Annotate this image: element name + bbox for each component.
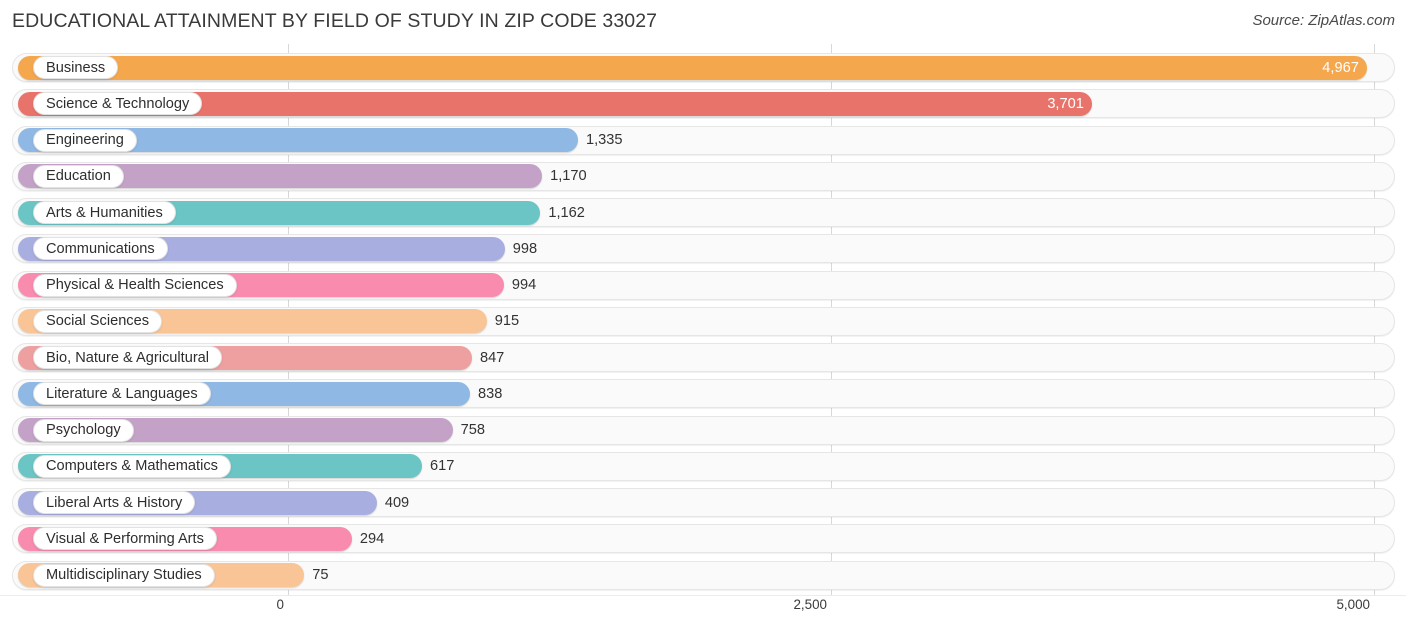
bar-value-label: 4,967 bbox=[1322, 59, 1359, 76]
bar-value-label: 994 bbox=[511, 277, 537, 293]
bar-value-label: 998 bbox=[512, 240, 538, 257]
bar-rows: Business 4,967 Science & Technology 3,701 En… bbox=[0, 44, 1406, 595]
category-label: Education bbox=[33, 164, 124, 188]
table-row[interactable]: Liberal Arts & History 409 bbox=[12, 488, 1395, 517]
bar-value-label: 847 bbox=[479, 349, 505, 366]
axis-rule bbox=[0, 595, 1406, 596]
bar-value-label: 3,701 bbox=[1047, 95, 1084, 112]
table-row[interactable]: Multidisciplinary Studies 75 bbox=[12, 560, 1395, 590]
category-label: Computers & Mathematics bbox=[33, 454, 231, 478]
table-row[interactable]: Visual & Performing Arts 294 bbox=[12, 524, 1395, 554]
chart-header: EDUCATIONAL ATTAINMENT BY FIELD OF STUDY… bbox=[0, 0, 1406, 44]
category-label: Arts & Humanities bbox=[33, 201, 176, 224]
category-label: Engineering bbox=[33, 128, 137, 152]
bar-value-label: 1,335 bbox=[585, 132, 623, 148]
bar-value-label: 915 bbox=[494, 313, 520, 330]
bar-value-label: 617 bbox=[430, 458, 455, 475]
category-label: Multidisciplinary Studies bbox=[33, 563, 215, 587]
bar-value-label: 75 bbox=[312, 567, 329, 583]
table-row[interactable]: Computers & Mathematics 617 bbox=[12, 451, 1395, 481]
category-label: Physical & Health Sciences bbox=[33, 273, 237, 297]
category-label: Science & Technology bbox=[33, 92, 203, 116]
page-title: EDUCATIONAL ATTAINMENT BY FIELD OF STUDY… bbox=[12, 10, 658, 32]
chart-plot-area: Business 4,967 Science & Technology 3,701 En… bbox=[0, 44, 1406, 595]
category-label: Bio, Nature & Agricultural bbox=[33, 346, 223, 369]
table-row[interactable]: Literature & Languages 838 bbox=[12, 379, 1395, 409]
bar-value-label: 294 bbox=[359, 530, 385, 547]
bar-value-label: 1,170 bbox=[550, 168, 587, 185]
bar-value-label: 409 bbox=[384, 494, 410, 511]
x-tick-label: 5,000 bbox=[1336, 597, 1370, 612]
source-attribution: Source: ZipAtlas.com bbox=[1252, 12, 1395, 29]
category-label: Visual & Performing Arts bbox=[33, 527, 217, 551]
table-row[interactable]: Business 4,967 bbox=[12, 53, 1395, 82]
category-label: Social Sciences bbox=[33, 309, 163, 333]
table-row[interactable]: Communications 998 bbox=[12, 234, 1395, 264]
bar-1[interactable] bbox=[18, 55, 1367, 80]
bar-value-label: 838 bbox=[478, 385, 503, 402]
x-tick-label: 0 bbox=[276, 597, 284, 612]
x-tick-label: 2,500 bbox=[793, 597, 827, 612]
table-row[interactable]: Education 1,170 bbox=[12, 161, 1395, 191]
table-row[interactable]: Psychology 758 bbox=[12, 415, 1395, 445]
bar-value-label: 758 bbox=[460, 422, 485, 438]
table-row[interactable]: Social Sciences 915 bbox=[12, 306, 1395, 336]
table-row[interactable]: Arts & Humanities 1,162 bbox=[12, 198, 1395, 227]
category-label: Literature & Languages bbox=[33, 382, 211, 406]
category-label: Psychology bbox=[33, 418, 134, 442]
bar-value-label: 1,162 bbox=[548, 204, 585, 221]
category-label: Business bbox=[33, 56, 119, 79]
category-label: Liberal Arts & History bbox=[33, 491, 196, 514]
table-row[interactable]: Science & Technology 3,701 bbox=[12, 89, 1395, 119]
x-axis: 0 2,500 5,000 bbox=[0, 595, 1406, 631]
table-row[interactable]: Physical & Health Sciences 994 bbox=[12, 270, 1395, 300]
table-row[interactable]: Bio, Nature & Agricultural 847 bbox=[12, 343, 1395, 372]
table-row[interactable]: Engineering 1,335 bbox=[12, 125, 1395, 155]
category-label: Communications bbox=[33, 237, 168, 261]
